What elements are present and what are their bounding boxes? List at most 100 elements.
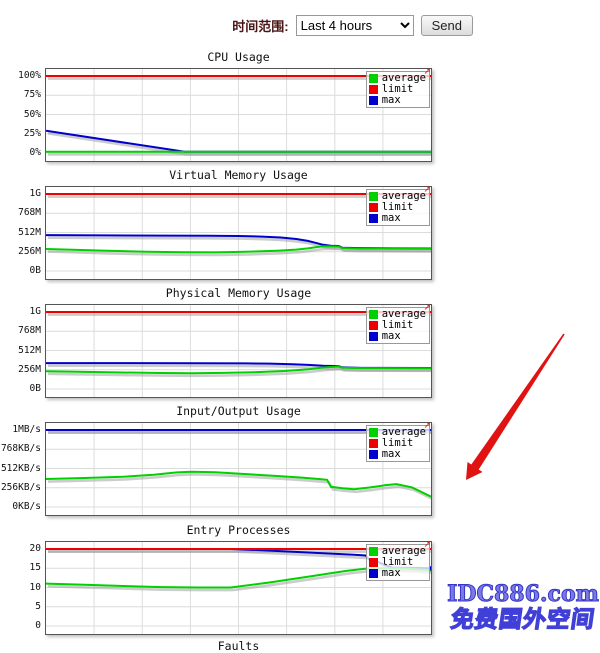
legend-item-max: max — [368, 568, 426, 579]
watermark-slogan: 免费国外空间 — [449, 605, 598, 633]
chart-title: CPU Usage — [207, 50, 270, 64]
y-tick-label: 100% — [18, 70, 41, 81]
legend-item-average: average — [368, 72, 426, 84]
legend-label: max — [381, 94, 401, 106]
y-tick-label: 10 — [29, 581, 41, 593]
chart-title: Entry Processes — [186, 523, 291, 537]
legend-label: limit — [381, 556, 414, 568]
y-tick-label: 512KB/s — [0, 462, 41, 474]
chart-canvas — [46, 69, 431, 161]
legend: average limit max — [365, 425, 430, 462]
legend-label: average — [381, 72, 426, 84]
legend-label: max — [381, 212, 401, 224]
y-tick-label: 0 — [35, 620, 41, 631]
watermark: IDC886.com 免费国外空间 — [447, 581, 600, 634]
plot-area: average limit max ↗ — [45, 303, 432, 398]
y-axis-labels: 100% 75% 50% 25% 0% — [0, 69, 43, 163]
legend-item-limit: limit — [368, 556, 426, 568]
legend-item-limit: limit — [368, 319, 426, 331]
legend-label: max — [381, 448, 401, 460]
limit-swatch-icon — [368, 321, 378, 330]
chart-physical-memory-usage: Physical Memory Usage 1G 768M 512M 256M 0B a… — [0, 286, 433, 400]
average-swatch-icon — [368, 428, 378, 437]
y-axis-labels: 1G 768M 512M 256M 0B — [0, 305, 43, 399]
chart-title: Physical Memory Usage — [165, 286, 312, 300]
limit-swatch-icon — [368, 558, 378, 567]
y-tick-label: 256M — [18, 363, 41, 375]
plot-area: average limit max ↗ — [45, 421, 432, 516]
y-tick-label: 75% — [23, 89, 41, 101]
average-swatch-icon — [368, 547, 378, 556]
y-tick-label: 0KB/s — [12, 501, 41, 512]
limit-swatch-icon — [368, 203, 378, 212]
legend-item-average: average — [368, 426, 426, 438]
y-tick-label: 1G — [29, 306, 41, 317]
red-arrow-shape — [466, 333, 565, 480]
y-tick-label: 0B — [29, 265, 41, 276]
y-tick-label: 768KB/s — [0, 443, 41, 455]
legend-item-max: max — [368, 212, 426, 224]
y-tick-label: 256KB/s — [0, 481, 41, 493]
axis-arrow-icon: ↗ — [423, 303, 431, 313]
plot-area: average limit max ↗ — [45, 67, 432, 162]
legend-label: limit — [381, 319, 414, 331]
chart-entry-processes: Entry Processes 20 15 10 5 0 average limit max… — [0, 523, 433, 637]
y-tick-label: 20 — [29, 543, 41, 554]
legend-item-max: max — [368, 94, 426, 106]
y-tick-label: 512M — [18, 344, 41, 356]
y-tick-label: 512M — [18, 226, 41, 238]
axis-arrow-icon: ↗ — [423, 185, 431, 195]
time-range-label: 时间范围: — [232, 19, 289, 34]
legend-item-average: average — [368, 308, 426, 320]
legend-label: average — [381, 426, 426, 438]
legend-item-limit: limit — [368, 437, 426, 449]
legend-item-average: average — [368, 545, 426, 557]
legend-item-average: average — [368, 190, 426, 202]
limit-swatch-icon — [368, 85, 378, 94]
legend-label: limit — [381, 83, 414, 95]
chart-title: Input/Output Usage — [176, 404, 301, 418]
y-axis-labels: 1G 768M 512M 256M 0B — [0, 187, 43, 281]
time-range-bar: 时间范围: Last 4 hours Send — [232, 15, 473, 36]
legend-label: average — [381, 190, 426, 202]
max-swatch-icon — [368, 214, 378, 223]
legend: average limit max — [365, 544, 430, 581]
y-tick-label: 768M — [18, 207, 41, 219]
limit-swatch-icon — [368, 439, 378, 448]
legend: average limit max — [365, 307, 430, 344]
chart-input-output-usage: Input/Output Usage 1MB/s 768KB/s 512KB/s 25… — [0, 404, 433, 518]
average-swatch-icon — [368, 192, 378, 201]
axis-arrow-icon: ↗ — [423, 67, 431, 77]
legend-label: average — [381, 545, 426, 557]
y-tick-label: 768M — [18, 325, 41, 337]
legend: average limit max — [365, 189, 430, 226]
y-tick-label: 25% — [23, 127, 41, 139]
send-button[interactable]: Send — [420, 15, 473, 36]
chart-canvas — [46, 187, 431, 279]
y-tick-label: 0% — [29, 147, 41, 158]
average-swatch-icon — [368, 310, 378, 319]
y-tick-label: 5 — [35, 600, 41, 612]
max-swatch-icon — [368, 96, 378, 105]
y-tick-label: 1MB/s — [12, 424, 41, 435]
plot-area: average limit max ↗ — [45, 540, 432, 635]
axis-arrow-icon: ↗ — [423, 540, 431, 550]
time-range-select[interactable]: Last 4 hours — [295, 15, 414, 36]
y-tick-label: 0B — [29, 383, 41, 394]
max-swatch-icon — [368, 332, 378, 341]
chart-title: Faults — [217, 639, 260, 653]
y-tick-label: 15 — [29, 562, 41, 574]
watermark-site: IDC886.com — [447, 581, 600, 607]
legend-label: limit — [381, 437, 414, 449]
legend-item-max: max — [368, 330, 426, 342]
legend-label: limit — [381, 201, 414, 213]
y-tick-label: 1G — [29, 188, 41, 199]
y-axis-labels: 1MB/s 768KB/s 512KB/s 256KB/s 0KB/s — [0, 423, 43, 517]
plot-area: average limit max ↗ — [45, 185, 432, 280]
legend-label: average — [381, 308, 426, 320]
legend-item-max: max — [368, 448, 426, 460]
y-tick-label: 50% — [23, 108, 41, 120]
chart-virtual-memory-usage: Virtual Memory Usage 1G 768M 512M 256M 0B av… — [0, 168, 433, 282]
max-swatch-icon — [368, 450, 378, 459]
legend-label: max — [381, 330, 401, 342]
